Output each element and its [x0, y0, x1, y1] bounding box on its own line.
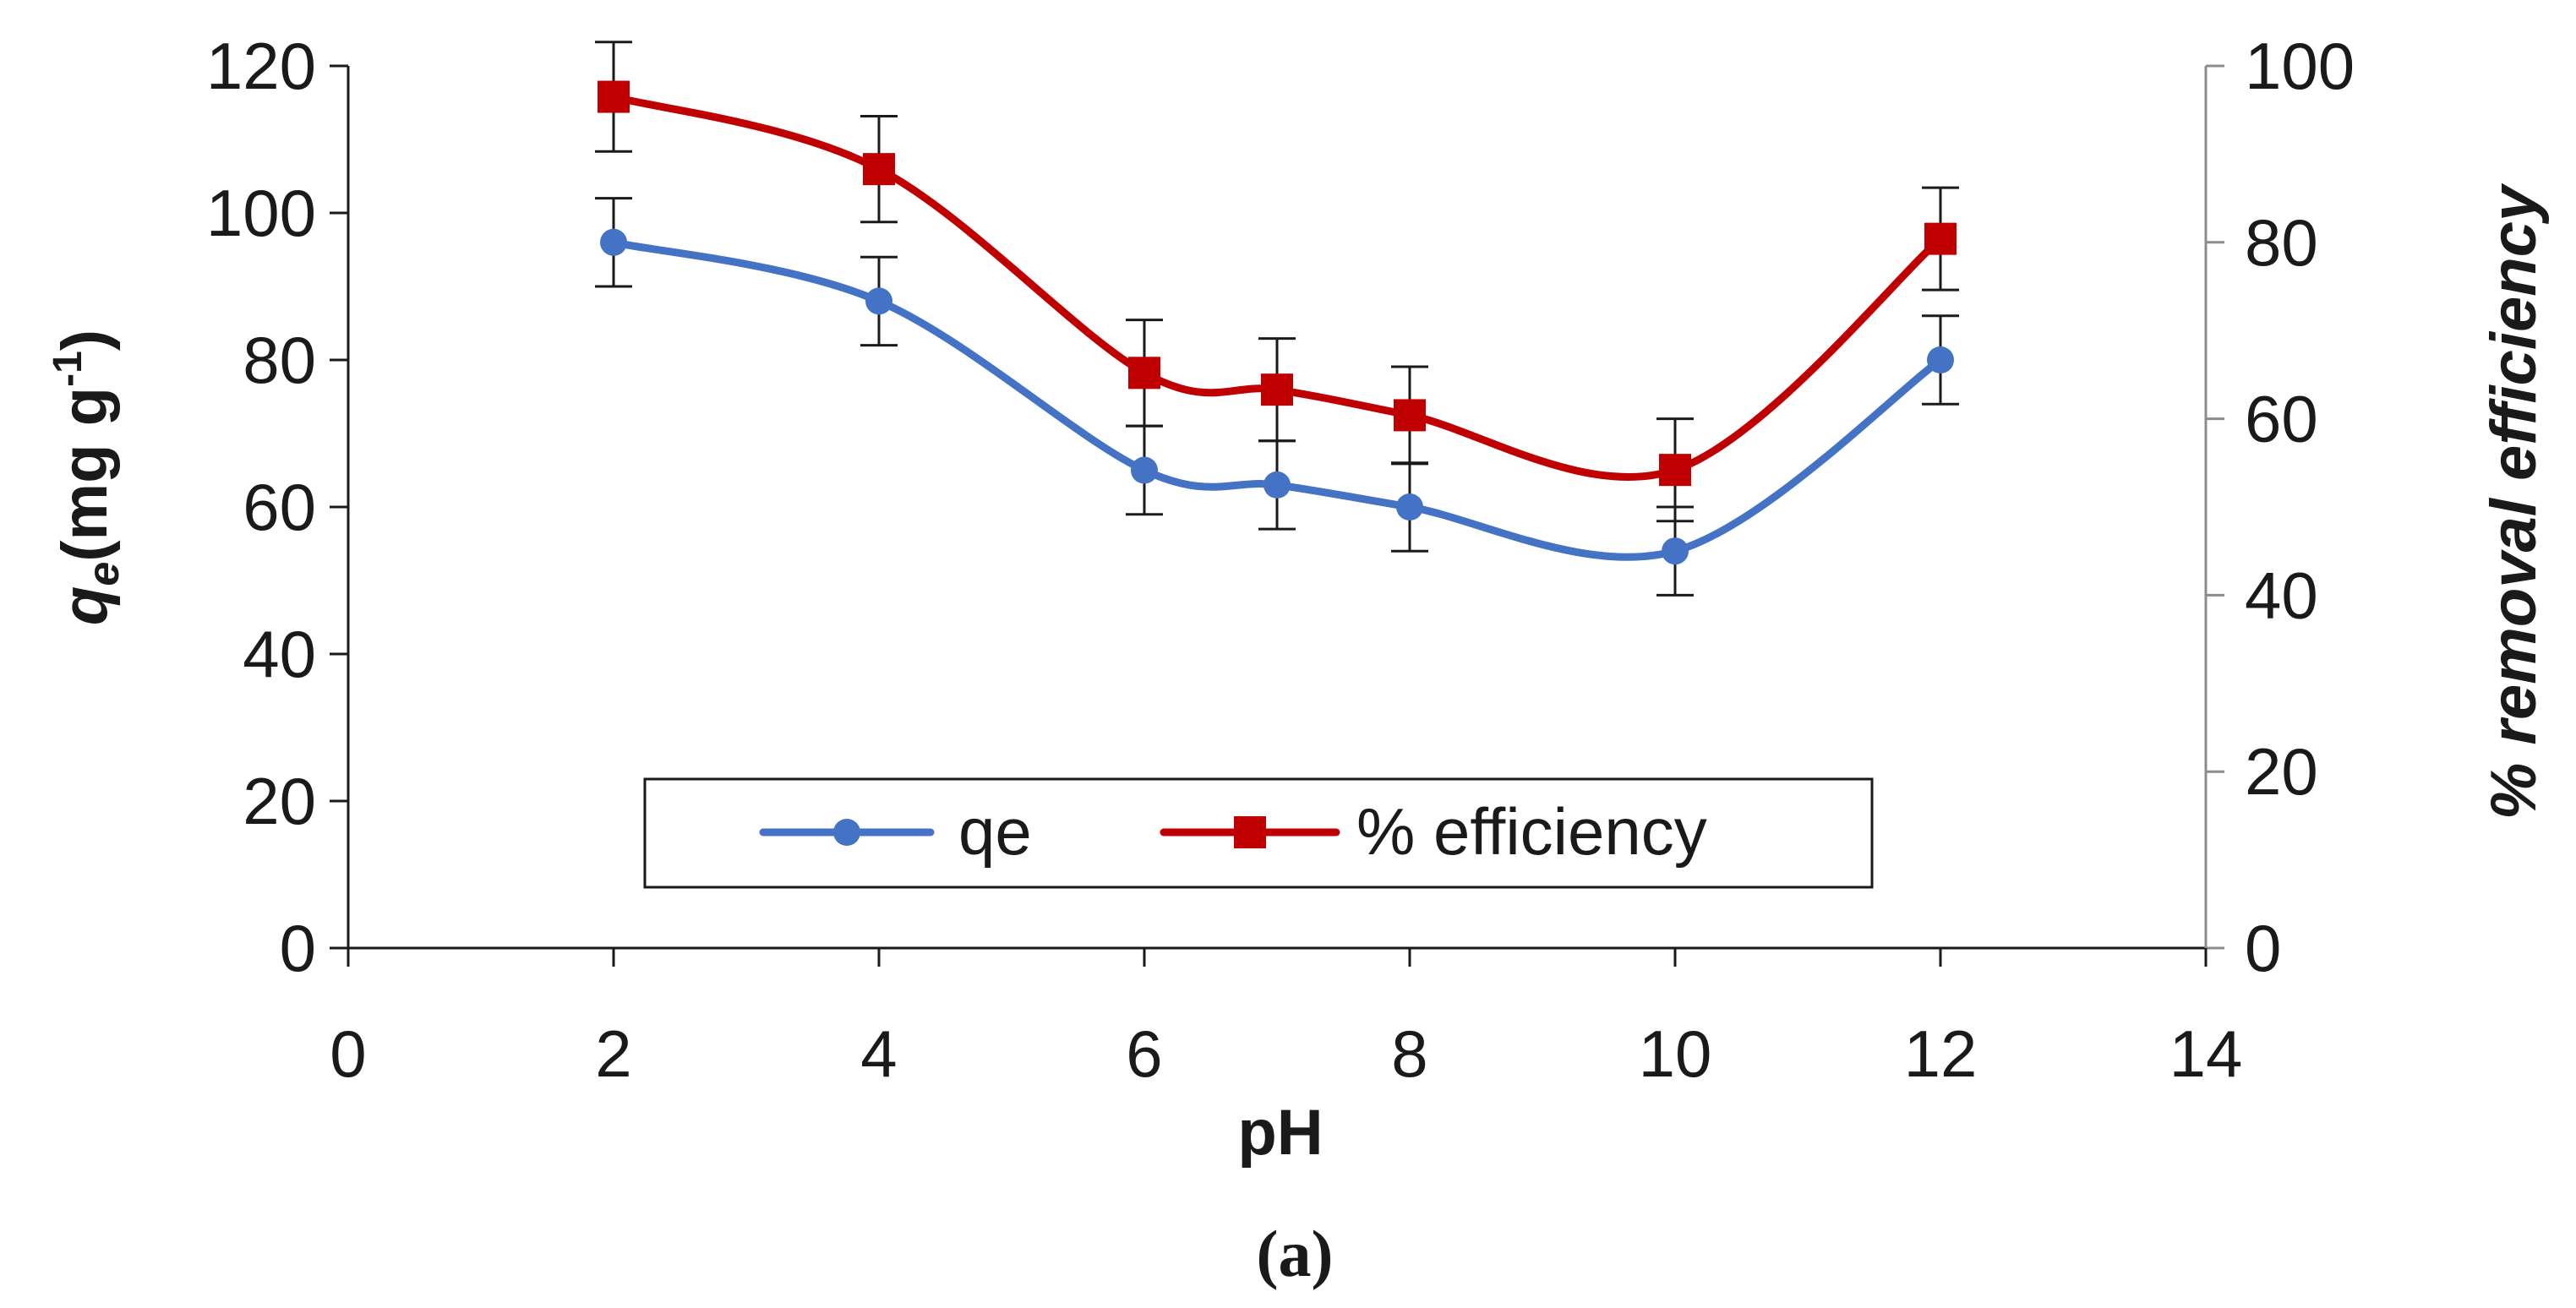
y-tick-label: 40 [243, 617, 316, 691]
y-tick-label: 120 [206, 29, 316, 103]
legend: qe % efficiency [643, 777, 1874, 889]
series-layer [595, 41, 1959, 597]
x-tick-label: 2 [595, 1016, 631, 1091]
labels-layer: 0 20 40 60 80 100 120 0 20 40 60 80 100 0 2 4 6 8 10 12 14 [206, 29, 2355, 1091]
qe-point [1131, 456, 1158, 484]
y2-tick-label: 60 [2245, 382, 2318, 456]
y2-tick-label: 0 [2245, 911, 2281, 985]
qe-point [1927, 346, 1954, 373]
qe-point [600, 228, 627, 256]
x-tick-label: 6 [1126, 1016, 1162, 1091]
y-tick-label: 80 [243, 323, 316, 397]
y-tick-label: 20 [243, 764, 316, 838]
y2-tick-label: 20 [2245, 734, 2318, 809]
x-tick-label: 4 [860, 1016, 897, 1091]
legend-efficiency-label: % efficiency [1356, 794, 1707, 869]
x-axis-title: pH [1237, 1097, 1323, 1169]
efficiency-point [863, 153, 895, 186]
legend-qe-marker [833, 819, 860, 846]
qe-point [1396, 493, 1423, 520]
legend-qe-label: qe [958, 794, 1032, 869]
axes-layer [330, 64, 2224, 967]
efficiency-point [1261, 373, 1293, 406]
qe-point [1662, 537, 1689, 565]
efficiency-point [1924, 222, 1957, 255]
qe-point [865, 287, 892, 315]
efficiency-point [1128, 357, 1160, 390]
y-axis-title: qe(mg g-1) [46, 330, 128, 625]
x-tick-label: 8 [1391, 1016, 1427, 1091]
x-tick-label: 14 [2169, 1016, 2243, 1091]
y-tick-label: 0 [280, 911, 316, 985]
figure-caption: (a) [1257, 1217, 1334, 1290]
efficiency-point [1659, 454, 1691, 487]
x-tick-label: 12 [1904, 1016, 1978, 1091]
efficiency-point [1394, 399, 1426, 432]
y-tick-label: 60 [243, 470, 316, 544]
y-tick-label: 100 [206, 176, 316, 250]
x-tick-label: 0 [330, 1016, 366, 1091]
efficiency-point [598, 80, 630, 113]
y2-tick-label: 40 [2245, 558, 2318, 632]
y2-tick-label: 100 [2245, 29, 2355, 103]
y2-axis-title: % removal efficiency [2478, 183, 2550, 820]
x-tick-label: 10 [1639, 1016, 1712, 1091]
legend-efficiency-marker [1234, 816, 1266, 848]
y2-tick-label: 80 [2245, 205, 2318, 280]
qe-point [1263, 471, 1291, 499]
